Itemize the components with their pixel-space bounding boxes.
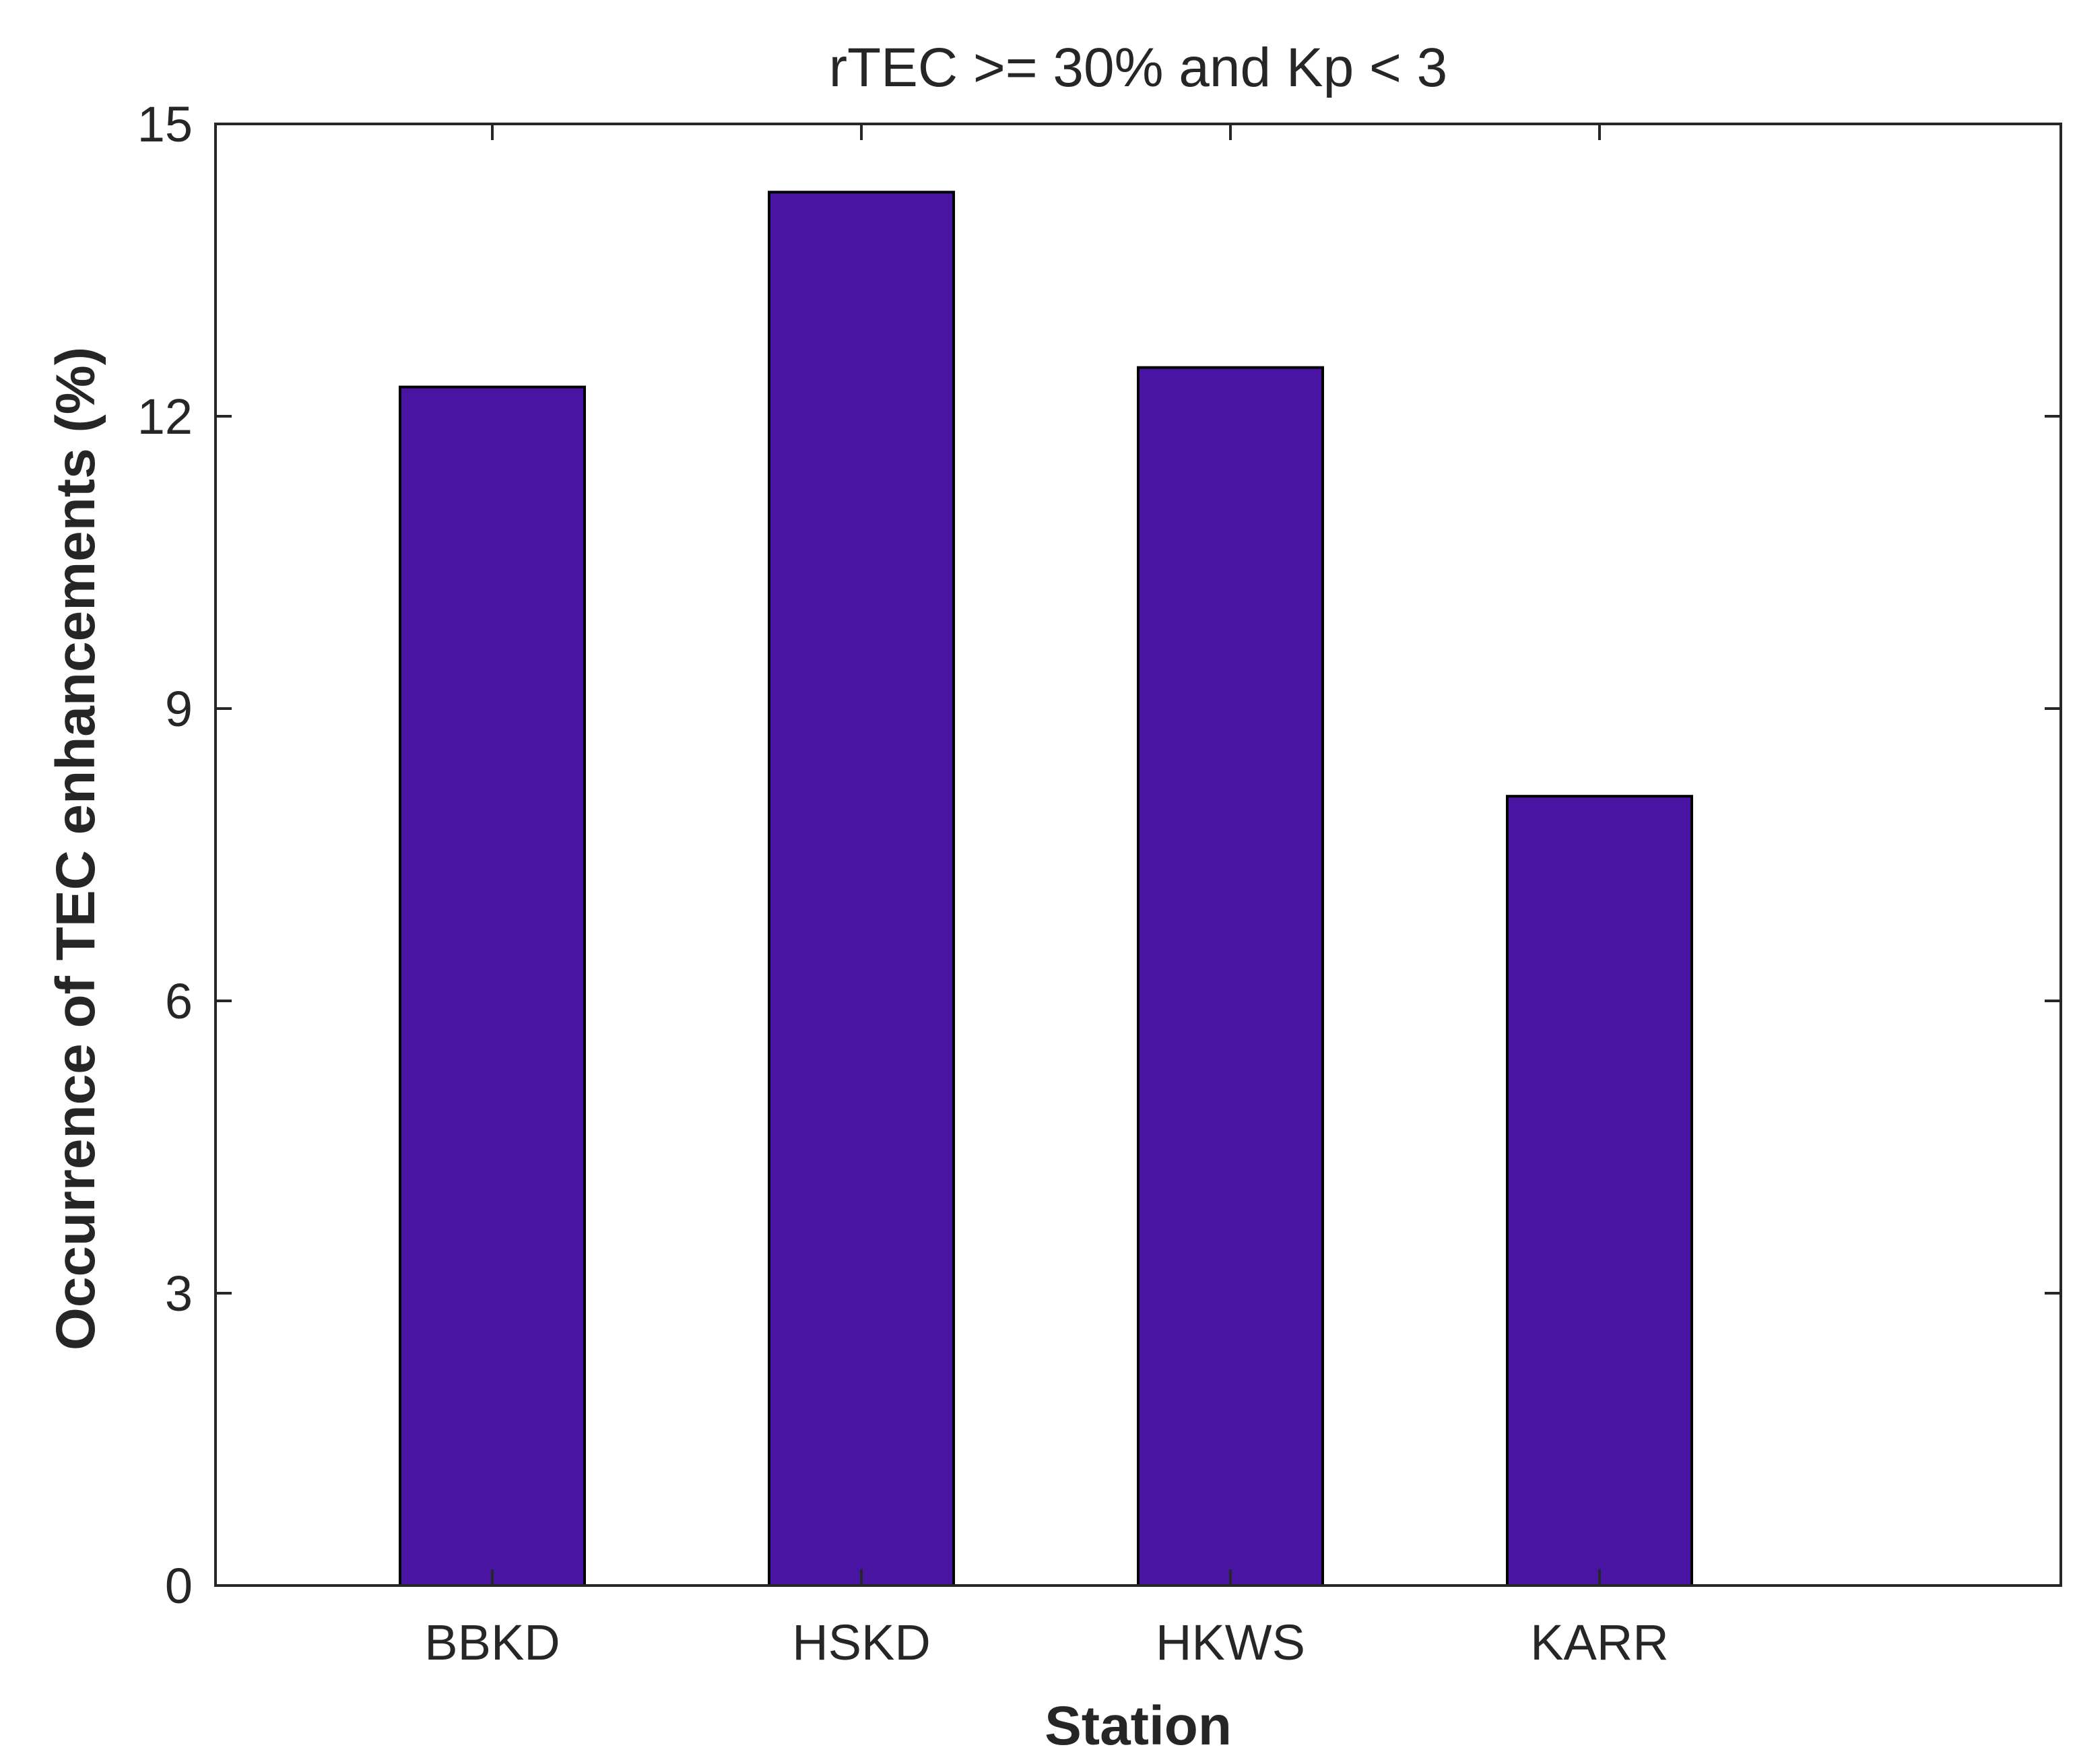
bar-hkws [1137,366,1324,1588]
y-tick-label: 6 [165,973,193,1029]
y-tick-label: 3 [165,1266,193,1321]
chart-title: rTEC >= 30% and Kp < 3 [829,37,1448,98]
bar-bbkd [399,385,586,1587]
bar-karr [1506,795,1693,1587]
x-tick-label-hkws: HKWS [1156,1614,1305,1670]
y-axis-ticks: 0 3 6 9 12 15 [137,96,2061,1614]
y-tick-label: 9 [165,681,193,737]
y-tick-label: 12 [137,389,193,445]
y-tick-label: 15 [137,96,193,152]
y-tick-label: 0 [165,1558,193,1614]
y-axis-label: Occurrence of TEC enhancements (%) [45,347,106,1350]
x-axis-ticks: BBKD HSKD HKWS KARR [424,124,1669,1670]
bar-group [399,191,1693,1588]
bar-hskd [768,191,955,1588]
x-tick-label-bbkd: BBKD [424,1614,560,1670]
x-axis-label: Station [1045,1695,1232,1757]
x-tick-label-karr: KARR [1530,1614,1669,1670]
plot-frame [214,123,2062,1587]
x-tick-label-hskd: HSKD [792,1614,931,1670]
